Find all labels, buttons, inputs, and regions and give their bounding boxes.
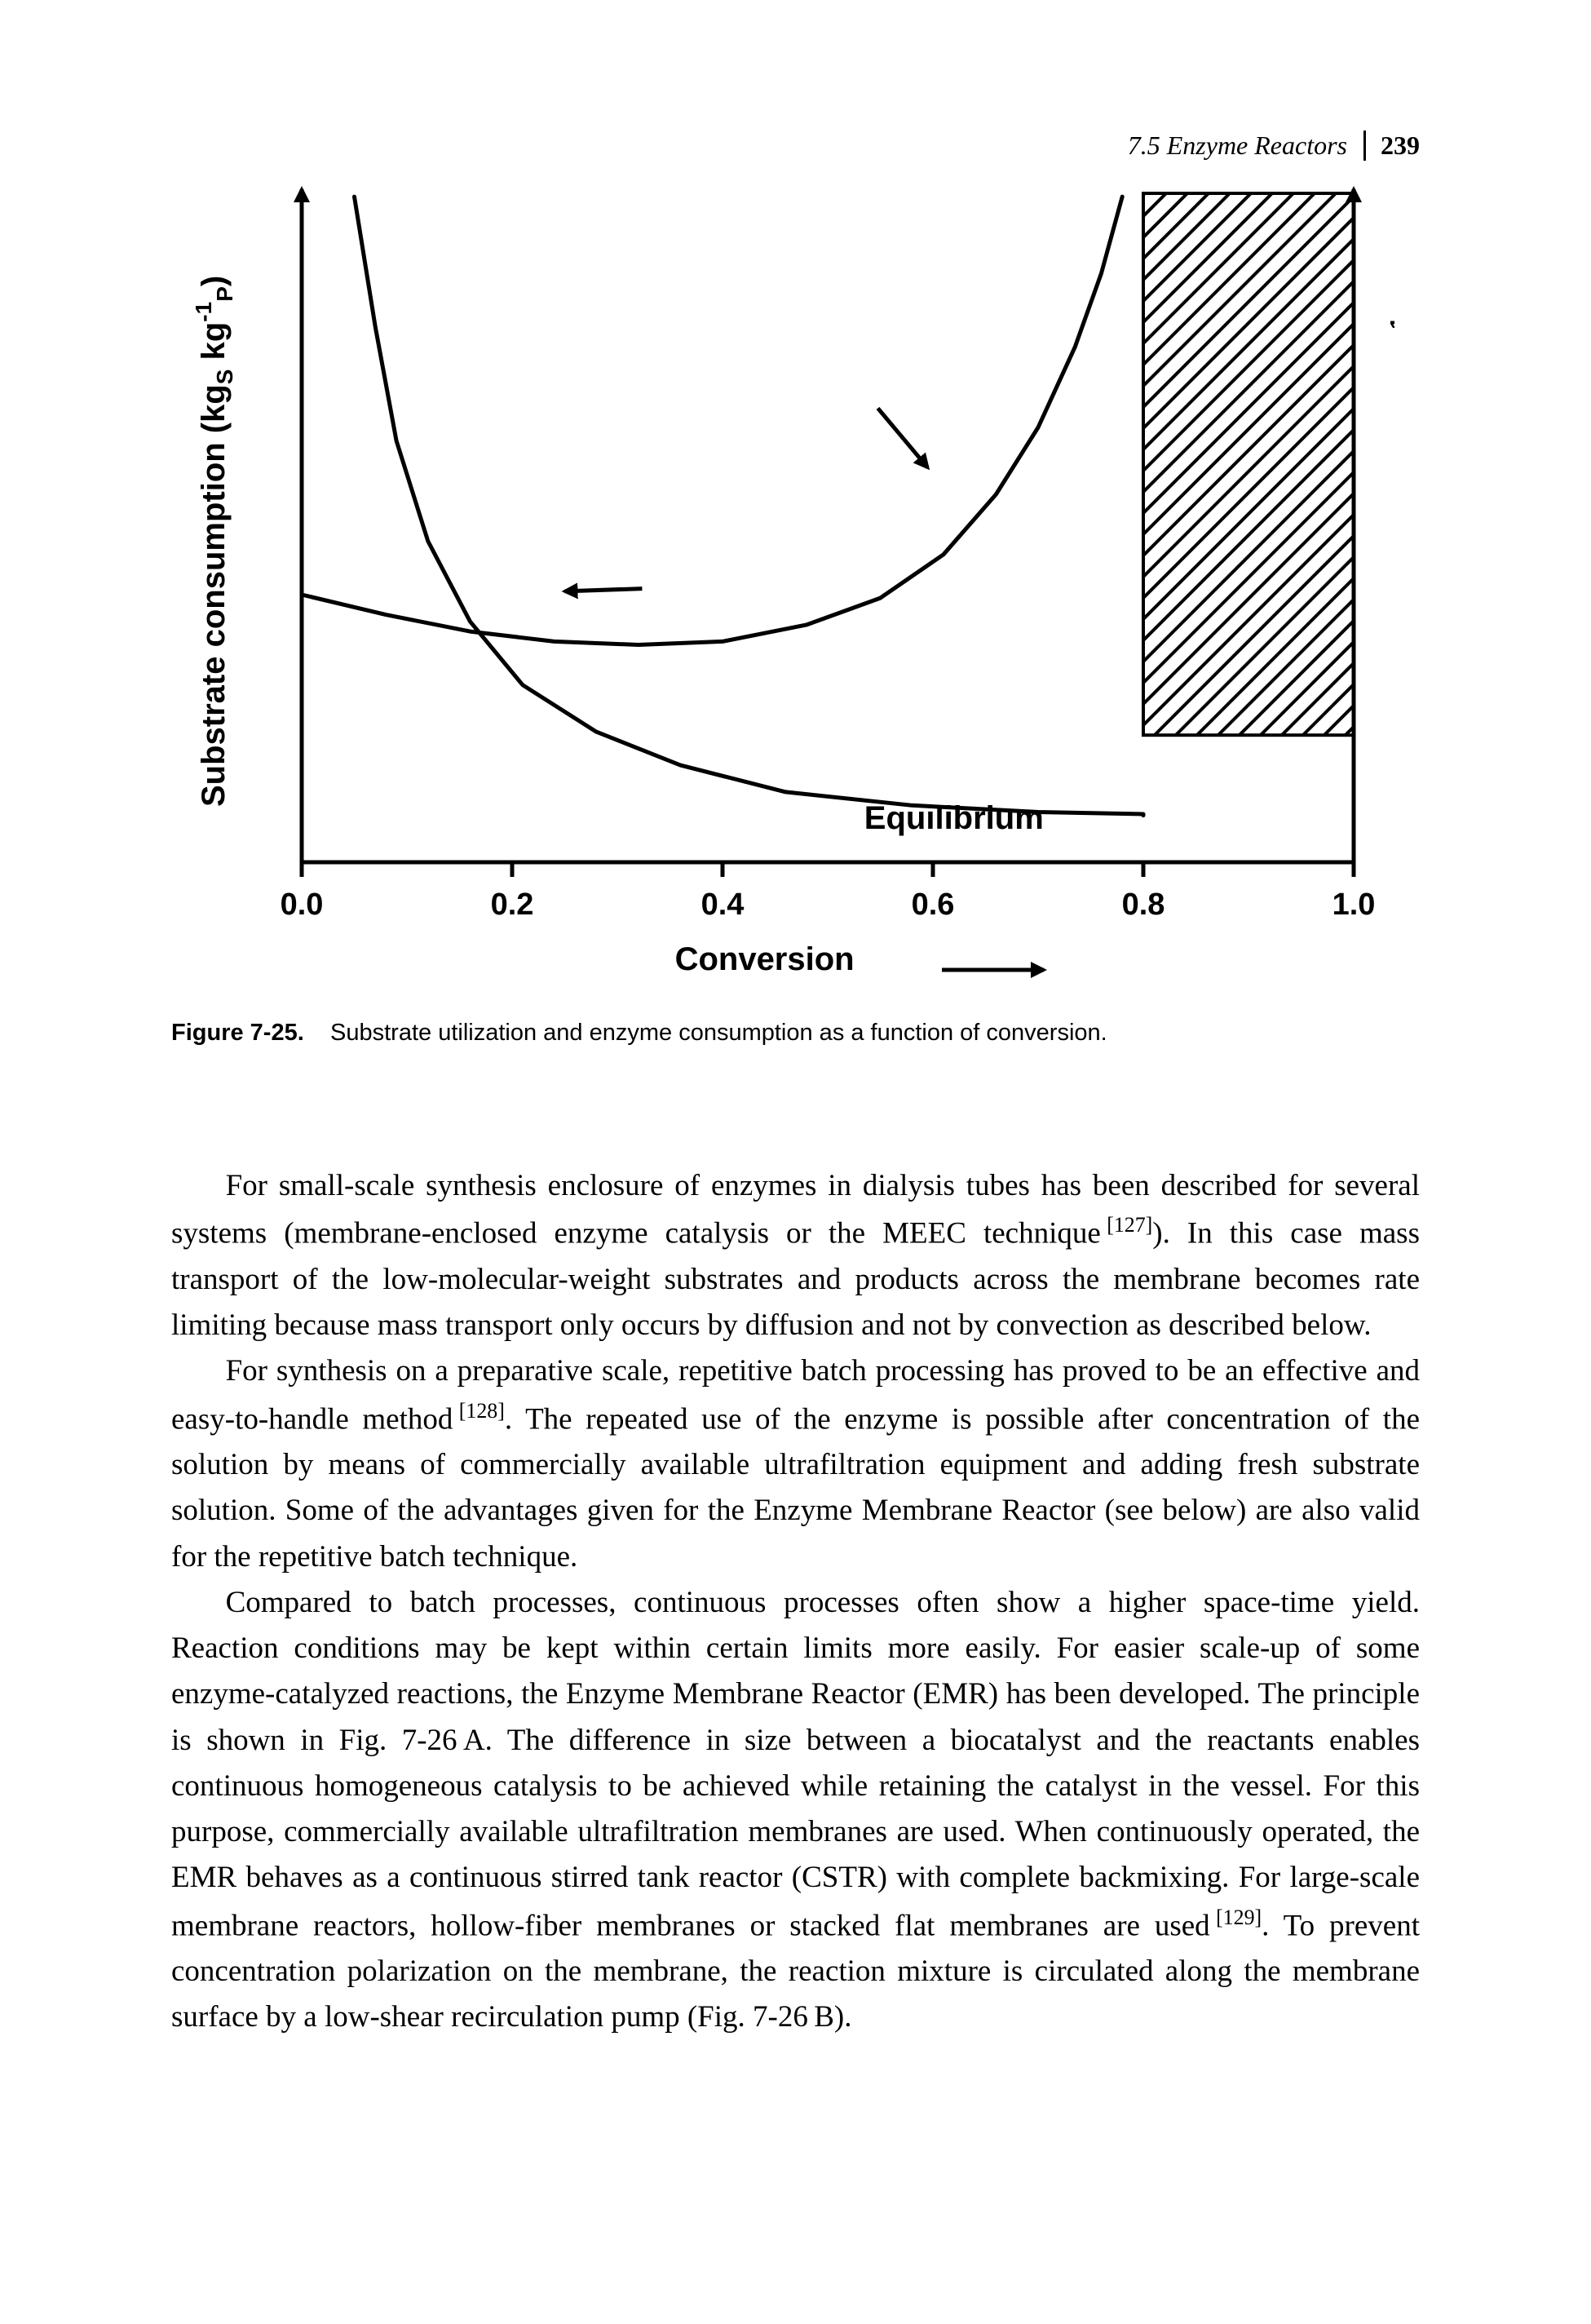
page-number: 239 xyxy=(1363,131,1420,161)
svg-text:0.4: 0.4 xyxy=(701,888,745,922)
svg-text:1.0: 1.0 xyxy=(1332,888,1376,922)
figure-caption: Figure 7-25. Substrate utilization and e… xyxy=(171,1017,1420,1049)
figure-label: Figure 7-25. xyxy=(171,1020,304,1046)
paragraph-2: For synthesis on a preparative scale, re… xyxy=(171,1348,1420,1580)
svg-text:Enzyme consumption (U kg-1P): Enzyme consumption (U kg-1P) xyxy=(1385,290,1394,764)
svg-text:Conversion: Conversion xyxy=(675,941,855,977)
svg-text:Equilibrium: Equilibrium xyxy=(864,800,1044,836)
figure-7-25: 0.0 0.2 0.4 0.6 0.8 1.0 Conversion Substrate co… xyxy=(171,185,1420,1049)
svg-text:0.8: 0.8 xyxy=(1122,888,1165,922)
paragraph-1: For small-scale synthesis enclosure of e… xyxy=(171,1163,1420,1348)
page-header: 7.5 Enzyme Reactors 239 xyxy=(171,131,1420,161)
paragraph-3: Compared to batch processes, continuous … xyxy=(171,1580,1420,2041)
svg-text:Substrate consumption (kgS kg-: Substrate consumption (kgS kg-1P) xyxy=(191,276,237,807)
section-title: 7.5 Enzyme Reactors xyxy=(1128,131,1347,160)
svg-text:0.0: 0.0 xyxy=(281,888,324,922)
consumption-chart: 0.0 0.2 0.4 0.6 0.8 1.0 Conversion Substrate co… xyxy=(171,185,1394,993)
svg-text:0.2: 0.2 xyxy=(491,888,534,922)
figure-caption-text: Substrate utilization and enzyme consump… xyxy=(330,1020,1107,1046)
svg-text:0.6: 0.6 xyxy=(912,888,955,922)
body-text: For small-scale synthesis enclosure of e… xyxy=(171,1163,1420,2040)
